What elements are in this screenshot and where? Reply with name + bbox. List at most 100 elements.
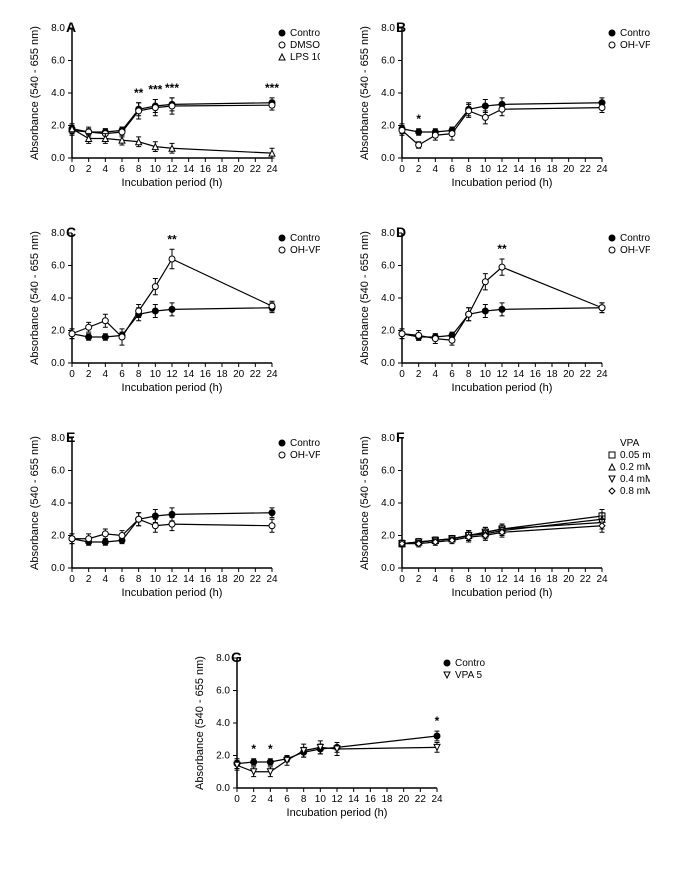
svg-text:0: 0: [234, 794, 240, 805]
sig-marker: ***: [148, 83, 162, 97]
sig-marker: *: [416, 112, 421, 126]
svg-text:14: 14: [513, 369, 525, 380]
svg-text:12: 12: [166, 369, 178, 380]
svg-text:8.0: 8.0: [51, 433, 65, 444]
svg-text:0: 0: [69, 164, 75, 175]
svg-text:16: 16: [530, 369, 542, 380]
svg-text:18: 18: [546, 574, 558, 585]
svg-text:8.0: 8.0: [51, 228, 65, 239]
svg-text:0.0: 0.0: [381, 153, 395, 164]
svg-text:0.0: 0.0: [51, 358, 65, 369]
svg-text:6: 6: [119, 369, 125, 380]
svg-text:14: 14: [513, 164, 525, 175]
svg-text:12: 12: [496, 574, 508, 585]
panel-F: 0246810121416182022240.02.04.06.08.0Incu…: [350, 420, 650, 600]
y-axis-label: Absorbance (540 - 655 nm): [359, 231, 371, 365]
svg-text:0: 0: [69, 369, 75, 380]
y-axis-label: Absorbance (540 - 655 nm): [29, 436, 41, 570]
svg-text:8: 8: [136, 574, 142, 585]
svg-text:22: 22: [580, 574, 592, 585]
svg-text:18: 18: [216, 164, 228, 175]
svg-text:0.0: 0.0: [216, 783, 230, 794]
svg-text:12: 12: [496, 369, 508, 380]
y-axis-label: Absorbance (540 - 655 nm): [29, 231, 41, 365]
x-axis-label: Incubation period (h): [452, 177, 553, 189]
svg-text:14: 14: [183, 574, 195, 585]
legend-item: LPS 100 ng/mL: [290, 52, 320, 63]
svg-text:4: 4: [268, 794, 274, 805]
legend-item: OH-VPA 0.8 mM: [290, 450, 320, 461]
sig-marker: *: [251, 742, 256, 756]
svg-text:20: 20: [398, 794, 410, 805]
panel-E: 0246810121416182022240.02.04.06.08.0Incu…: [20, 420, 320, 600]
svg-text:12: 12: [496, 164, 508, 175]
svg-text:18: 18: [546, 369, 558, 380]
svg-text:6: 6: [119, 164, 125, 175]
svg-text:2.0: 2.0: [51, 326, 65, 337]
x-axis-label: Incubation period (h): [122, 587, 223, 599]
svg-text:0: 0: [69, 574, 75, 585]
svg-text:8: 8: [466, 369, 472, 380]
svg-text:2: 2: [86, 574, 92, 585]
y-axis-label: Absorbance (540 - 655 nm): [359, 26, 371, 160]
svg-text:0.0: 0.0: [51, 153, 65, 164]
svg-text:16: 16: [530, 574, 542, 585]
svg-text:22: 22: [415, 794, 427, 805]
svg-text:20: 20: [233, 574, 245, 585]
x-axis-label: Incubation period (h): [452, 587, 553, 599]
svg-text:16: 16: [200, 164, 212, 175]
panel-letter: E: [66, 429, 75, 445]
svg-text:18: 18: [216, 574, 228, 585]
svg-text:4.0: 4.0: [381, 88, 395, 99]
svg-text:20: 20: [233, 369, 245, 380]
svg-text:4.0: 4.0: [216, 718, 230, 729]
svg-text:24: 24: [596, 574, 608, 585]
legend-item: DMSO 1.5%: [290, 40, 320, 51]
svg-text:20: 20: [233, 164, 245, 175]
svg-text:2: 2: [416, 164, 422, 175]
svg-text:24: 24: [266, 164, 278, 175]
panel-letter: C: [66, 224, 76, 240]
svg-text:6: 6: [284, 794, 290, 805]
x-axis-label: Incubation period (h): [122, 177, 223, 189]
legend-item: OH-VPA 0.05 mM: [620, 40, 650, 51]
sig-marker: **: [497, 242, 507, 256]
svg-text:24: 24: [266, 369, 278, 380]
legend-item: Control: [290, 28, 320, 39]
svg-text:6.0: 6.0: [51, 261, 65, 272]
svg-text:6.0: 6.0: [381, 466, 395, 477]
panel-letter: B: [396, 19, 406, 35]
svg-text:8.0: 8.0: [381, 228, 395, 239]
svg-text:8.0: 8.0: [381, 23, 395, 34]
svg-text:VPA: VPA: [620, 438, 640, 449]
svg-text:24: 24: [266, 574, 278, 585]
svg-text:18: 18: [381, 794, 393, 805]
svg-text:14: 14: [348, 794, 360, 805]
svg-text:2: 2: [86, 164, 92, 175]
svg-text:4: 4: [433, 369, 439, 380]
svg-text:10: 10: [150, 369, 162, 380]
panel-B: 0246810121416182022240.02.04.06.08.0Incu…: [350, 10, 650, 190]
svg-text:12: 12: [331, 794, 343, 805]
svg-text:8.0: 8.0: [51, 23, 65, 34]
svg-text:20: 20: [563, 164, 575, 175]
sig-marker: *: [268, 742, 273, 756]
svg-text:16: 16: [530, 164, 542, 175]
x-axis-label: Incubation period (h): [287, 807, 388, 819]
y-axis-label: Absorbance (540 - 655 nm): [194, 656, 206, 790]
legend-item: 0.05 mM: [620, 450, 650, 461]
svg-text:6.0: 6.0: [51, 466, 65, 477]
sig-marker: **: [167, 232, 177, 246]
svg-text:14: 14: [513, 574, 525, 585]
svg-text:10: 10: [315, 794, 327, 805]
legend-item: OH-VPA 0.2 mM: [290, 245, 320, 256]
svg-text:4.0: 4.0: [381, 498, 395, 509]
svg-text:4.0: 4.0: [51, 88, 65, 99]
svg-text:22: 22: [250, 164, 262, 175]
y-axis-label: Absorbance (540 - 655 nm): [29, 26, 41, 160]
svg-text:2.0: 2.0: [381, 531, 395, 542]
svg-text:2.0: 2.0: [381, 121, 395, 132]
svg-text:4.0: 4.0: [51, 498, 65, 509]
svg-text:8: 8: [466, 164, 472, 175]
panel-C: 0246810121416182022240.02.04.06.08.0Incu…: [20, 215, 320, 395]
